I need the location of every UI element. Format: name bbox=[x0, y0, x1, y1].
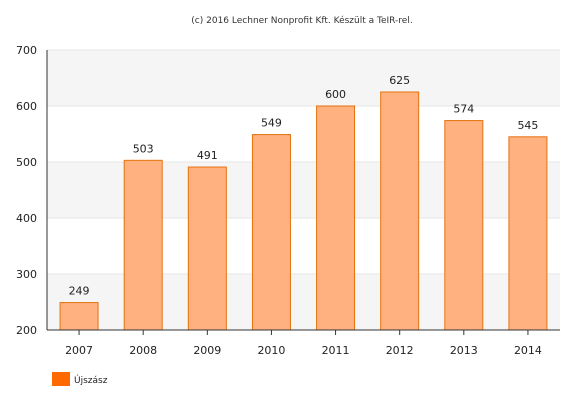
bar-2007 bbox=[59, 302, 99, 331]
legend: Újszász bbox=[52, 372, 108, 386]
x-tick-2010: 2010 bbox=[257, 344, 285, 357]
data-label-2007: 249 bbox=[69, 285, 90, 298]
bar-2011 bbox=[316, 105, 356, 331]
data-label-2011: 600 bbox=[325, 88, 346, 101]
y-tick-500: 500 bbox=[16, 156, 37, 169]
data-label-2010: 549 bbox=[261, 117, 282, 130]
bar-2012 bbox=[380, 91, 420, 331]
x-tick-2009: 2009 bbox=[193, 344, 221, 357]
bar-2008 bbox=[123, 159, 163, 331]
bars bbox=[59, 91, 548, 331]
background-band bbox=[47, 50, 560, 106]
x-tick-2008: 2008 bbox=[129, 344, 157, 357]
y-tick-300: 300 bbox=[16, 268, 37, 281]
chart-credit: (c) 2016 Lechner Nonprofit Kft. Készült … bbox=[191, 15, 412, 26]
bar-2014 bbox=[508, 136, 548, 331]
x-tick-2007: 2007 bbox=[65, 344, 93, 357]
data-label-2012: 625 bbox=[389, 74, 410, 87]
x-tick-labels: 2007 2008 2009 2010 2011 2012 2013 2014 bbox=[65, 344, 542, 357]
y-tick-600: 600 bbox=[16, 100, 37, 113]
data-labels: 249 503 491 549 600 625 574 545 bbox=[69, 74, 539, 298]
data-label-2009: 491 bbox=[197, 149, 218, 162]
y-tick-labels: 200 300 400 500 600 700 bbox=[16, 44, 37, 337]
legend-label: Újszász bbox=[74, 374, 108, 386]
bar-2010 bbox=[251, 134, 291, 331]
y-tick-400: 400 bbox=[16, 212, 37, 225]
x-tick-2013: 2013 bbox=[450, 344, 478, 357]
legend-swatch bbox=[52, 372, 70, 386]
bar-2009 bbox=[187, 166, 227, 331]
y-tick-200: 200 bbox=[16, 324, 37, 337]
x-tick-2014: 2014 bbox=[514, 344, 542, 357]
bar-2013 bbox=[444, 120, 484, 331]
data-label-2013: 574 bbox=[453, 103, 474, 116]
data-label-2008: 503 bbox=[133, 142, 154, 155]
x-tick-2012: 2012 bbox=[386, 344, 414, 357]
y-tick-700: 700 bbox=[16, 44, 37, 57]
axes bbox=[46, 50, 560, 335]
x-tick-2011: 2011 bbox=[322, 344, 350, 357]
data-label-2014: 545 bbox=[517, 119, 538, 132]
